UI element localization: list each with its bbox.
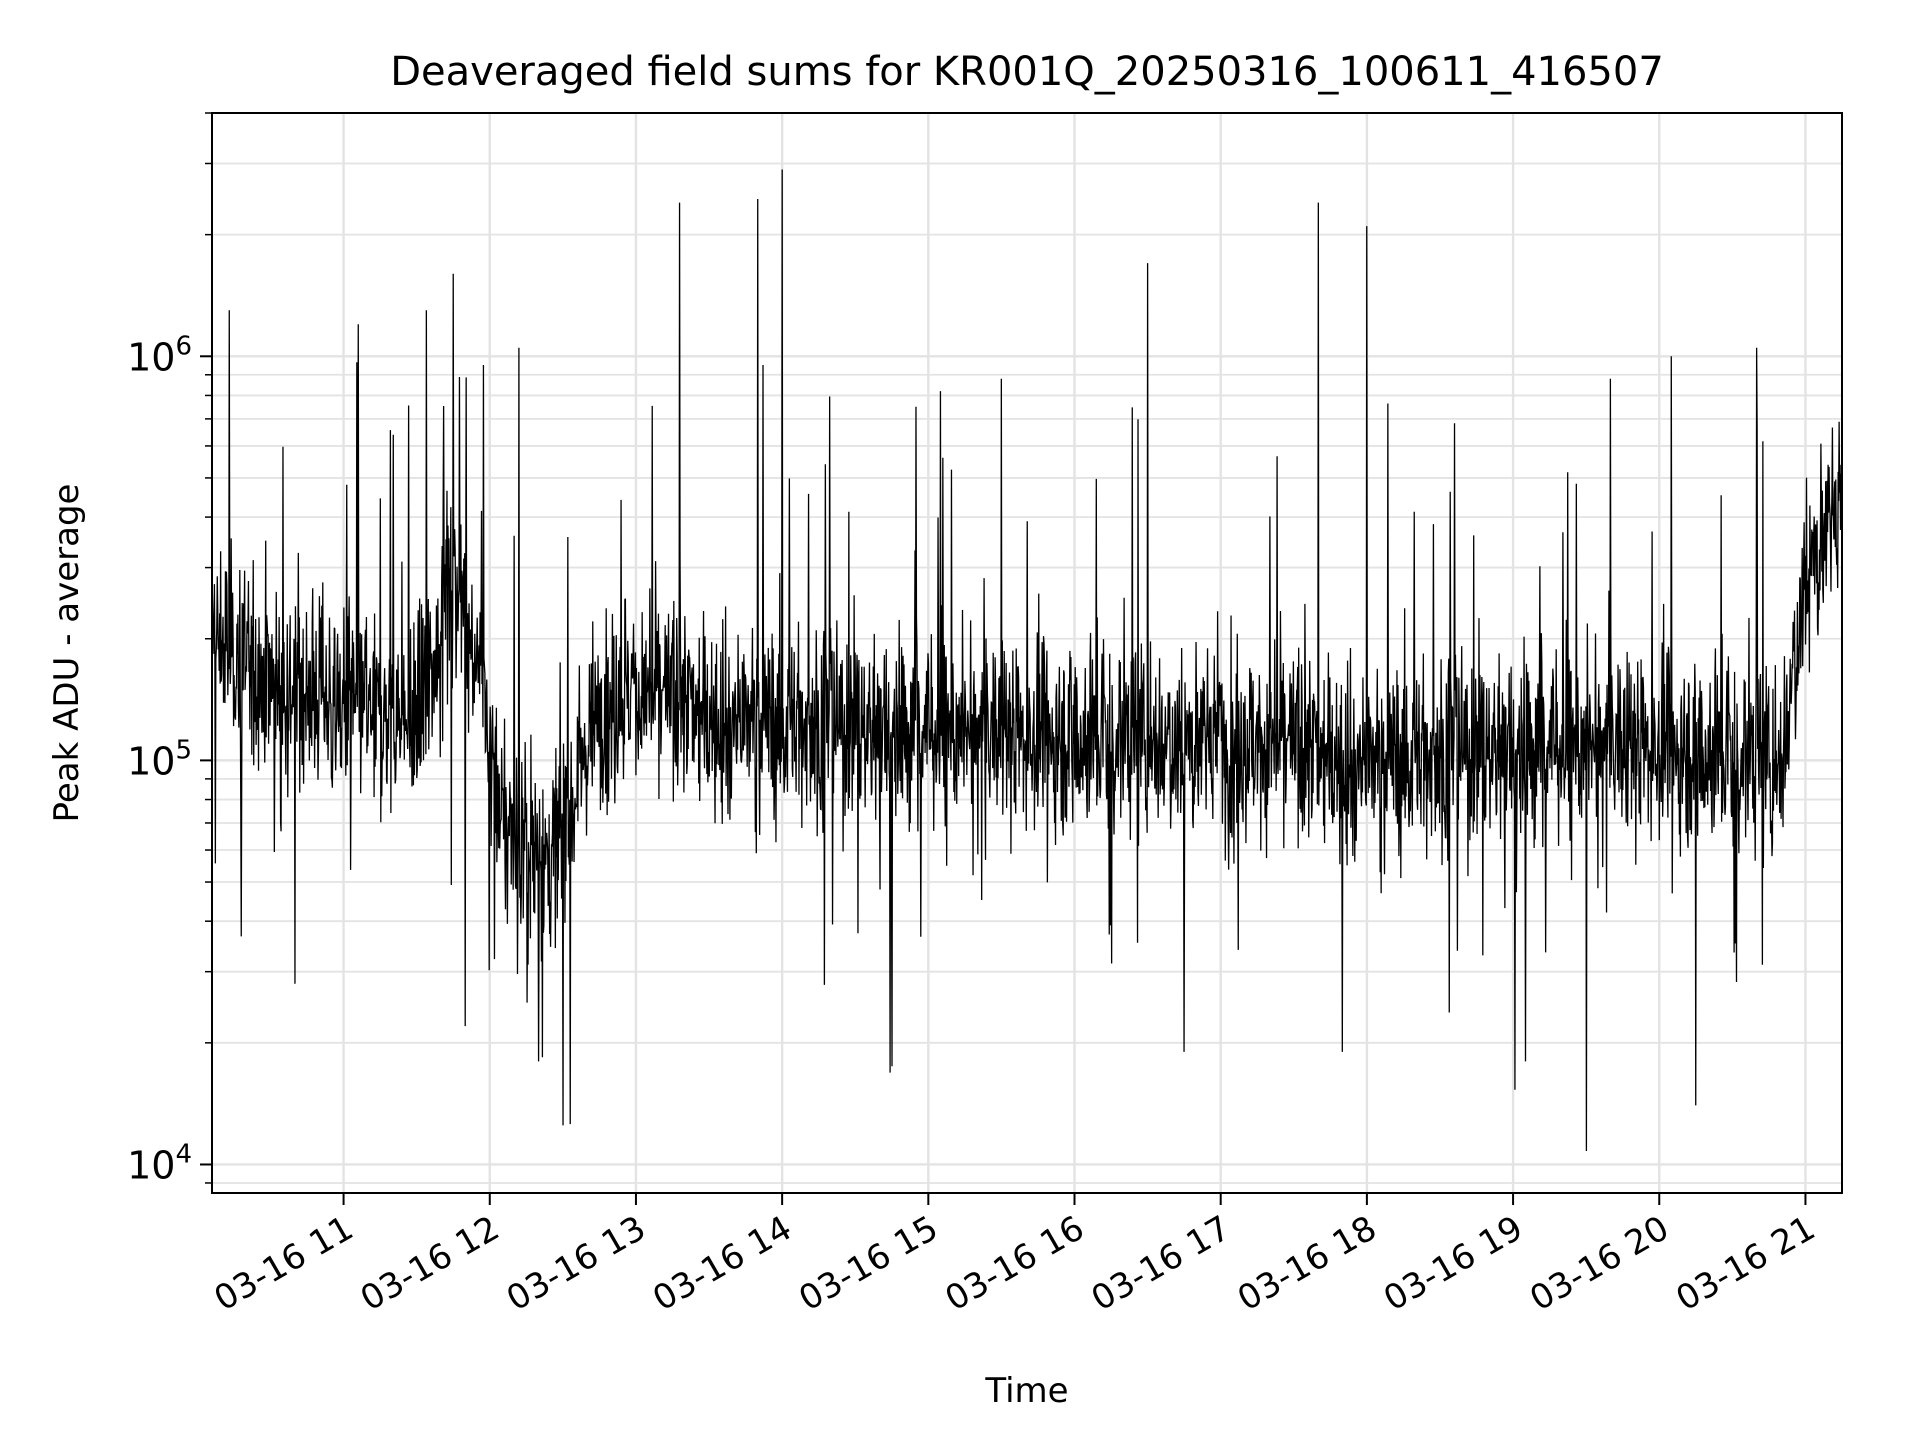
series-line <box>211 169 1843 1151</box>
y-axis-label: Peak ADU - average <box>47 484 87 823</box>
x-axis-label: Time <box>984 1371 1068 1411</box>
y-tick-label: 105 <box>127 735 192 783</box>
plot-area-frame <box>211 112 1843 1194</box>
chart-title: Deaveraged field sums for KR001Q_2025031… <box>390 49 1664 95</box>
y-tick-label: 106 <box>127 331 192 379</box>
y-tick-label: 104 <box>127 1139 192 1187</box>
y-axis: 104 105 106 <box>127 112 212 1187</box>
plot-series <box>211 169 1843 1151</box>
